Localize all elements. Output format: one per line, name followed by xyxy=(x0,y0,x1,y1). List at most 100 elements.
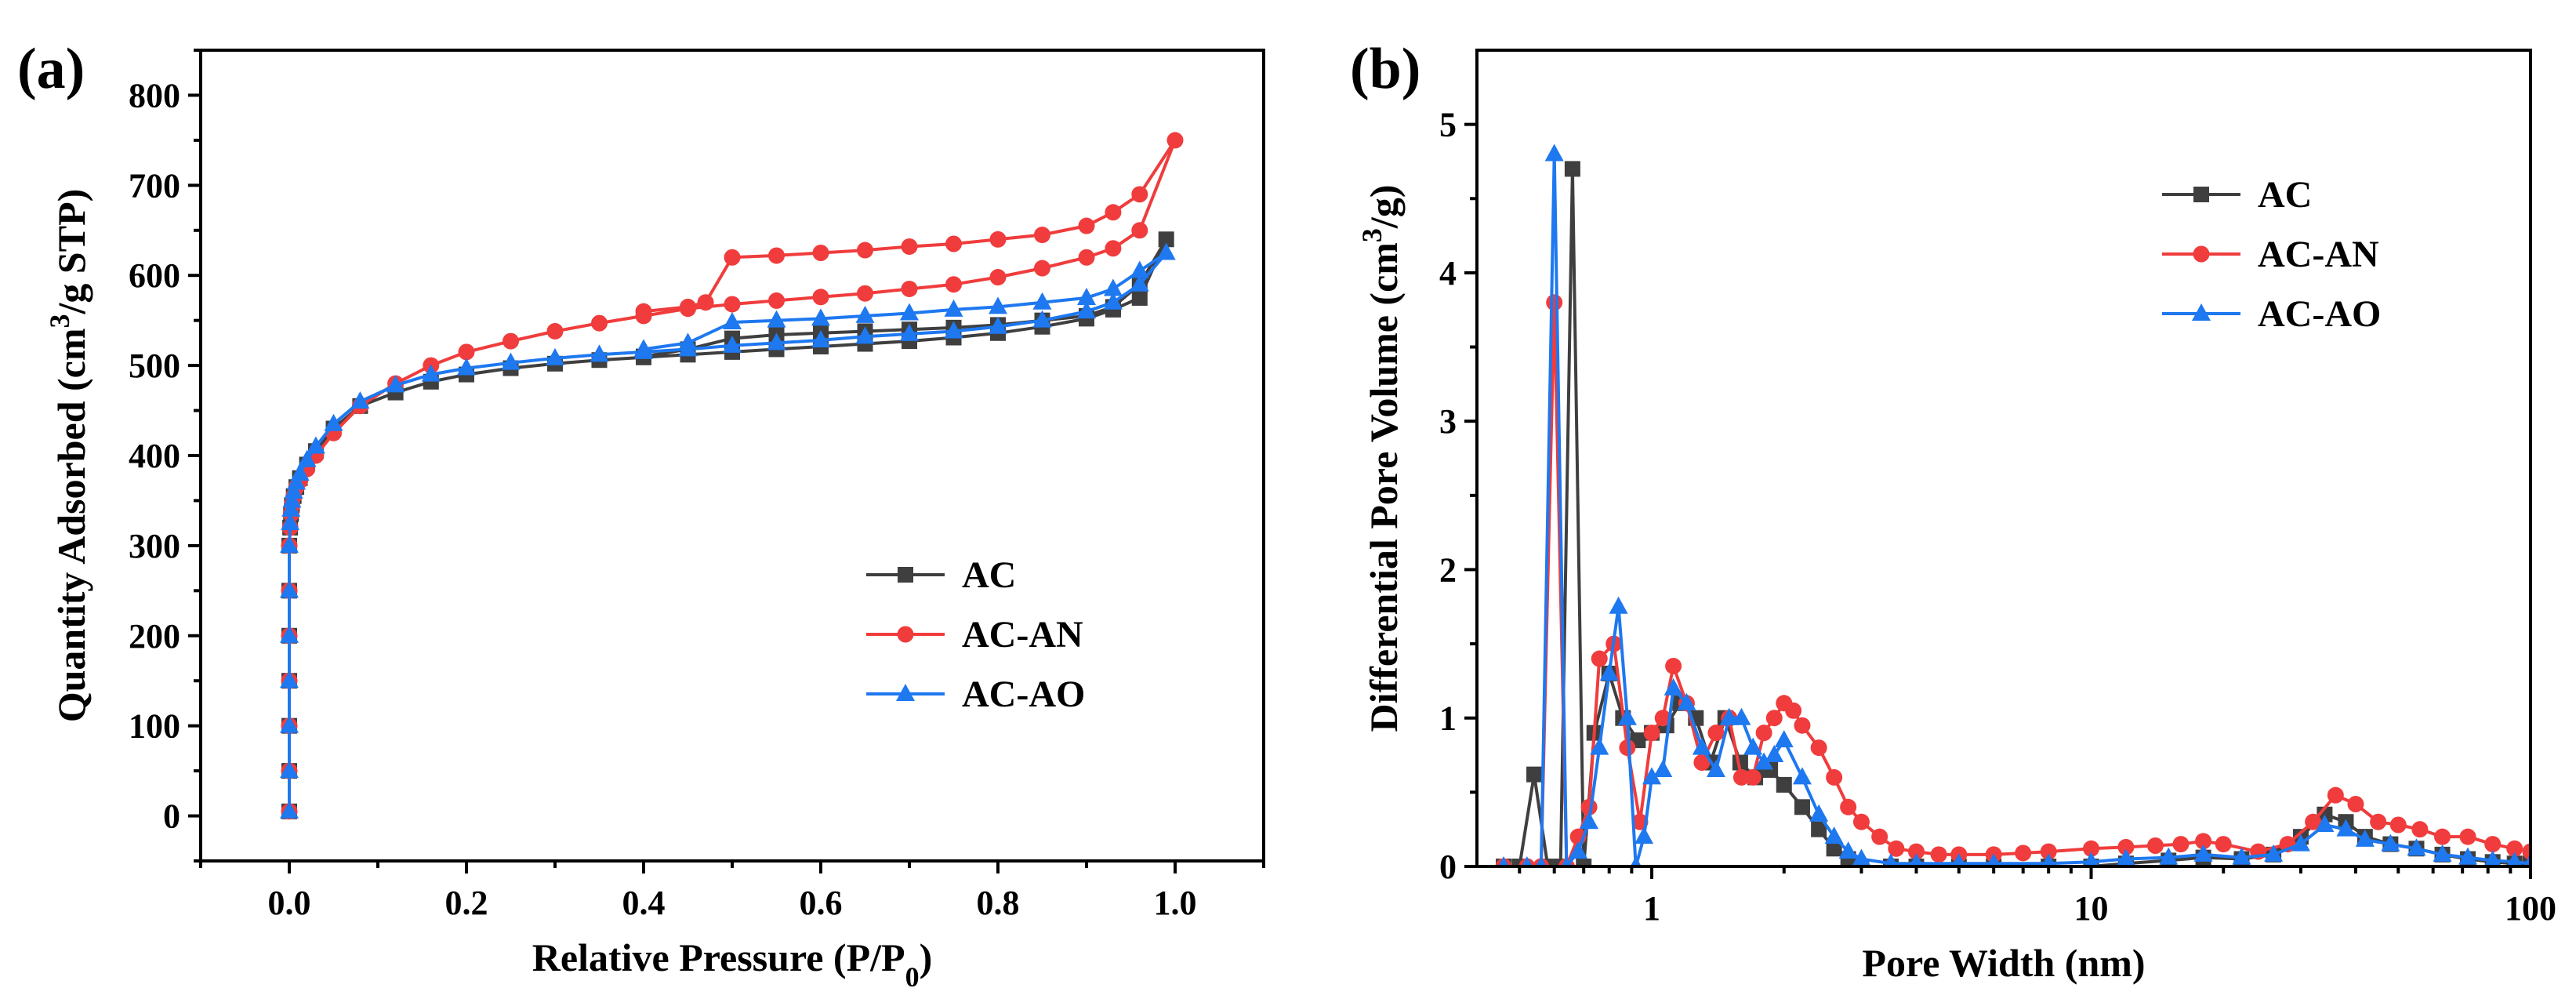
plot-area xyxy=(1495,143,2531,866)
data-point-ac-an xyxy=(2459,828,2476,845)
data-point-ac-ao xyxy=(1677,692,1696,710)
data-point-ac-ao xyxy=(2193,844,2213,862)
legend-item-ac: AC xyxy=(2162,174,2312,216)
data-point-ac-ao xyxy=(1103,292,1123,310)
data-point-ac-ao xyxy=(2315,815,2335,833)
data-point-ac-an xyxy=(1591,650,1608,667)
data-point-ac-an xyxy=(458,343,475,361)
data-point-ac-ao xyxy=(280,715,299,733)
x-tick-label: 10 xyxy=(2074,889,2109,928)
data-point-ac-an xyxy=(1826,768,1843,786)
legend-marker-ac-ao xyxy=(2192,303,2211,321)
series-ac-ao xyxy=(1497,143,2531,866)
data-point-ac-ao xyxy=(1156,242,1176,260)
data-point-ac-ao xyxy=(1032,310,1052,328)
x-axis-title-subscript: 0 xyxy=(905,961,920,993)
data-point-ac-ao xyxy=(678,332,698,350)
y-tick-label: 5 xyxy=(1439,106,1457,144)
series-ac-an xyxy=(281,132,1184,820)
x-tick-label: 1 xyxy=(1643,889,1660,928)
data-point-ac-ao xyxy=(1544,143,1564,162)
legend-marker-ac xyxy=(898,567,913,583)
data-point-ac-ao xyxy=(590,344,609,362)
legend-marker-ac xyxy=(2193,187,2209,202)
data-point-ac-an xyxy=(768,292,785,309)
data-point-ac-ao xyxy=(767,310,786,328)
data-point-ac-ao xyxy=(767,332,786,350)
data-point-ac-an xyxy=(2215,836,2232,853)
data-point-ac-an xyxy=(1034,227,1050,244)
data-point-ac-ao xyxy=(2336,819,2356,837)
x-tick-label: 0.4 xyxy=(622,884,666,922)
data-point-ac-an xyxy=(989,269,1007,286)
data-point-ac-an xyxy=(901,238,918,255)
data-point-ac-ao xyxy=(1986,853,2001,866)
x-axis-title: Pore Width (nm) xyxy=(1862,941,2145,985)
data-point-ac-an xyxy=(591,314,608,332)
data-point-ac-ao xyxy=(1653,759,1673,777)
data-point-ac-ao xyxy=(2291,833,2310,852)
data-point-ac xyxy=(1526,766,1543,783)
data-point-ac-ao xyxy=(2381,833,2400,852)
legend: AC AC-AN AC-AO xyxy=(866,554,1085,715)
y-tick-label: 100 xyxy=(129,707,180,746)
data-point-ac-ao xyxy=(282,490,302,508)
data-point-ac-ao xyxy=(297,449,317,467)
legend-marker-ac-an xyxy=(2193,245,2210,263)
data-point-ac-an xyxy=(1840,798,1857,815)
data-point-ac-ao xyxy=(900,323,919,341)
data-point-ac-an xyxy=(2506,840,2523,857)
data-point-ac-ao xyxy=(1852,848,1871,866)
data-point-ac-ao xyxy=(723,311,742,329)
data-point-ac-an xyxy=(2370,813,2387,830)
data-point-ac-an xyxy=(1871,828,1888,845)
data-point-ac-an xyxy=(1907,843,1925,860)
data-point-ac-ao xyxy=(1743,737,1763,755)
data-point-ac-ao xyxy=(1909,853,1924,866)
data-point-ac-an xyxy=(1131,222,1148,239)
data-point-ac-an xyxy=(945,235,962,252)
data-point-ac-ao xyxy=(1754,752,1774,770)
data-point-ac-ao xyxy=(281,513,300,531)
x-tick-label: 0.2 xyxy=(445,884,488,922)
panel-b-chart: 1 10 100 0 1 2 3 4 5 Pore Width (nm) Differential … xyxy=(1350,37,2556,985)
data-point-ac-an xyxy=(1888,840,1905,857)
data-point-ac-an xyxy=(2195,833,2212,850)
data-point-ac-an xyxy=(1105,240,1122,257)
data-point-ac-ao xyxy=(1609,596,1628,614)
data-point-ac-an xyxy=(857,242,873,259)
data-point-ac-an xyxy=(724,249,741,266)
data-point-ac-ao xyxy=(1664,677,1683,695)
y-tick-label: 4 xyxy=(1439,254,1457,292)
data-point-ac-an xyxy=(945,276,962,293)
legend-item-ac-an: AC-AN xyxy=(866,614,1083,656)
data-point-ac-an xyxy=(1732,768,1750,786)
data-point-ac-ao xyxy=(280,580,299,598)
data-point-ac-ao xyxy=(2407,838,2426,856)
data-point-ac-an xyxy=(1785,702,1802,719)
panel-a-chart: 0.0 0.2 0.4 0.6 0.8 1.0 0 100 200 300 400 500 600 700… xyxy=(17,37,1265,993)
data-point-ac-an xyxy=(2305,813,2322,830)
data-point-ac-an xyxy=(989,231,1007,248)
data-point-ac-ao xyxy=(723,335,742,353)
data-point-ac-an xyxy=(2015,844,2032,862)
data-point-ac-ao xyxy=(280,801,299,819)
data-point-ac-an xyxy=(2347,796,2364,813)
data-point-ac-an xyxy=(812,289,829,306)
data-point-ac-ao xyxy=(501,352,521,370)
data-point-ac-an xyxy=(1852,813,1870,830)
data-point-ac-ao xyxy=(1599,663,1619,681)
data-point-ac-ao xyxy=(2433,844,2452,862)
legend-label-ac-an: AC-AN xyxy=(962,614,1083,656)
data-point-ac-ao xyxy=(1642,767,1662,785)
y-tick-label: 200 xyxy=(129,617,180,656)
data-point-ac-an xyxy=(2522,843,2531,860)
data-point-ac-an xyxy=(697,294,714,311)
data-point-ac-ao xyxy=(386,375,405,393)
data-point-ac xyxy=(1158,231,1174,248)
y-axis-title-text: Quantity Adsorbed (cm xyxy=(49,328,93,722)
legend-item-ac-ao: AC-AO xyxy=(866,674,1085,715)
y-axis-title: Differential Pore Volume (cm3/g) xyxy=(1356,185,1406,732)
data-point-ac-ao xyxy=(546,347,564,365)
data-point-ac xyxy=(1826,841,1842,857)
